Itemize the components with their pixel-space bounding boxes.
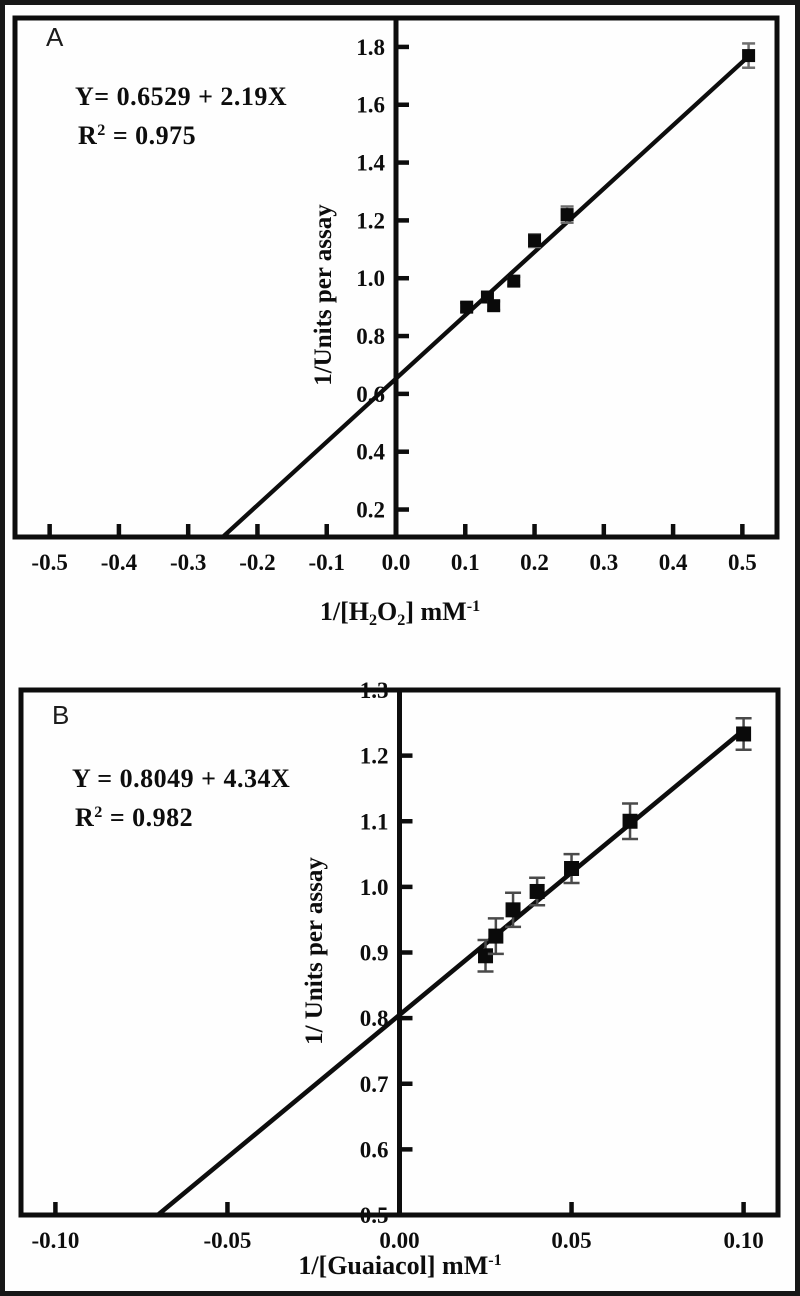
panel-a-x-tick-label: -0.2 xyxy=(239,550,275,575)
panel-a-x-tick-label: -0.3 xyxy=(170,550,206,575)
panel-b-y-tick-label: 0.9 xyxy=(360,941,389,966)
panel-a-y-tick-label: 1.0 xyxy=(356,266,385,291)
panel-b-y-tick-label: 1.2 xyxy=(360,744,389,769)
panel-a-xlabel-sup: -1 xyxy=(466,598,481,616)
panel-b-x-tick-label: 0.05 xyxy=(551,1228,591,1253)
panel-b-y-tick-label: 1.1 xyxy=(360,809,389,834)
panel-a-r2-base: R xyxy=(78,121,98,150)
panel-a-x-tick-label: 0.5 xyxy=(728,550,757,575)
panel-b-x-tick-label: 0.00 xyxy=(379,1228,419,1253)
panel-b-x-tick-label: -0.10 xyxy=(31,1228,79,1253)
panel-a-xlabel-part: 1/[H xyxy=(319,597,369,626)
panel-a-xlabel-sub: 2 xyxy=(368,611,378,629)
panel-a-y-tick-label: 1.2 xyxy=(356,208,385,233)
panel-b-data-point xyxy=(529,883,545,899)
panel-b-r-squared: R2 = 0.982 xyxy=(75,803,193,833)
panel-a-y-tick-label: 1.8 xyxy=(356,35,385,60)
panel-b-x-tick-label: -0.05 xyxy=(203,1228,251,1253)
panel-b-label: B xyxy=(52,700,70,730)
panel-a-label: A xyxy=(46,22,64,52)
panel-a-r2-exponent: 2 xyxy=(97,122,106,140)
panel-b-r2-exponent: 2 xyxy=(94,804,103,822)
panel-a-x-tick-label: 0.1 xyxy=(451,550,480,575)
panel-b-y-tick-label: 0.5 xyxy=(360,1203,389,1228)
panel-a-y-axis-title: 1/Units per assay xyxy=(310,204,337,386)
panel-b-data-point xyxy=(736,726,752,742)
panel-a-data-point xyxy=(742,49,756,63)
panel-a-x-tick-label: 0.2 xyxy=(520,550,549,575)
panel-b-data-point xyxy=(488,928,504,944)
panel-a-x-tick-label: 0.0 xyxy=(382,550,411,575)
panel-b-r2-base: R xyxy=(75,803,95,832)
panel-b-fit-line xyxy=(155,726,748,1218)
panel-a-data-point xyxy=(560,208,574,222)
panel-a-y-tick-label: 1.6 xyxy=(356,93,385,118)
panel-a-xlabel-part: ] mM xyxy=(405,597,467,626)
panel-b-data-point xyxy=(478,948,494,964)
panel-a-x-tick-label: -0.1 xyxy=(309,550,345,575)
panel-b-data-point xyxy=(622,813,638,829)
panel-a-x-tick-label: -0.5 xyxy=(31,550,67,575)
panel-a-x-axis-title: 1/[H2O2] mM-1 xyxy=(0,597,800,630)
panel-a-r-squared: R2 = 0.975 xyxy=(78,121,196,151)
panel-b-xlabel-sup: -1 xyxy=(488,1252,502,1270)
panel-a-x-tick-label: 0.3 xyxy=(589,550,618,575)
panel-a-data-point xyxy=(528,234,542,248)
panel-a-r2-value: = 0.975 xyxy=(105,121,197,150)
panel-b-xlabel-part: 1/[Guaiacol] mM xyxy=(298,1251,489,1280)
panel-a-data-point xyxy=(487,299,501,313)
panel-a-y-tick-label: 1.4 xyxy=(356,151,385,176)
panel-b-r2-value: = 0.982 xyxy=(102,803,194,832)
panel-b-y-tick-label: 1.0 xyxy=(360,875,389,900)
panel-a-equation: Y= 0.6529 + 2.19X xyxy=(75,82,288,111)
panel-a-y-tick-label: 0.8 xyxy=(356,324,385,349)
panel-b-y-tick-label: 1.3 xyxy=(360,678,389,703)
panel-b-y-tick-label: 0.6 xyxy=(360,1137,389,1162)
panel-a-xlabel-part: O xyxy=(377,597,398,626)
panel-b-equation: Y = 0.8049 + 4.34X xyxy=(72,764,291,793)
panel-b-x-tick-label: 0.10 xyxy=(723,1228,763,1253)
panel-b-y-axis-title: 1/ Units per assay xyxy=(301,857,328,1045)
panel-a-y-tick-label: 0.4 xyxy=(356,440,385,465)
panel-b-x-axis-title: 1/[Guaiacol] mM-1 xyxy=(0,1251,800,1281)
panel-a-xlabel-sub: 2 xyxy=(397,611,406,629)
panel-a-data-point xyxy=(507,274,521,288)
panel-b-data-point xyxy=(505,902,521,918)
panel-b-y-tick-label: 0.7 xyxy=(360,1072,389,1097)
panel-b-data-point xyxy=(564,861,580,876)
panel-a-x-tick-label: -0.4 xyxy=(101,550,138,575)
panel-a-x-tick-label: 0.4 xyxy=(659,550,688,575)
panel-a-y-tick-label: 0.2 xyxy=(356,498,385,523)
panel-a-data-point xyxy=(460,300,474,314)
